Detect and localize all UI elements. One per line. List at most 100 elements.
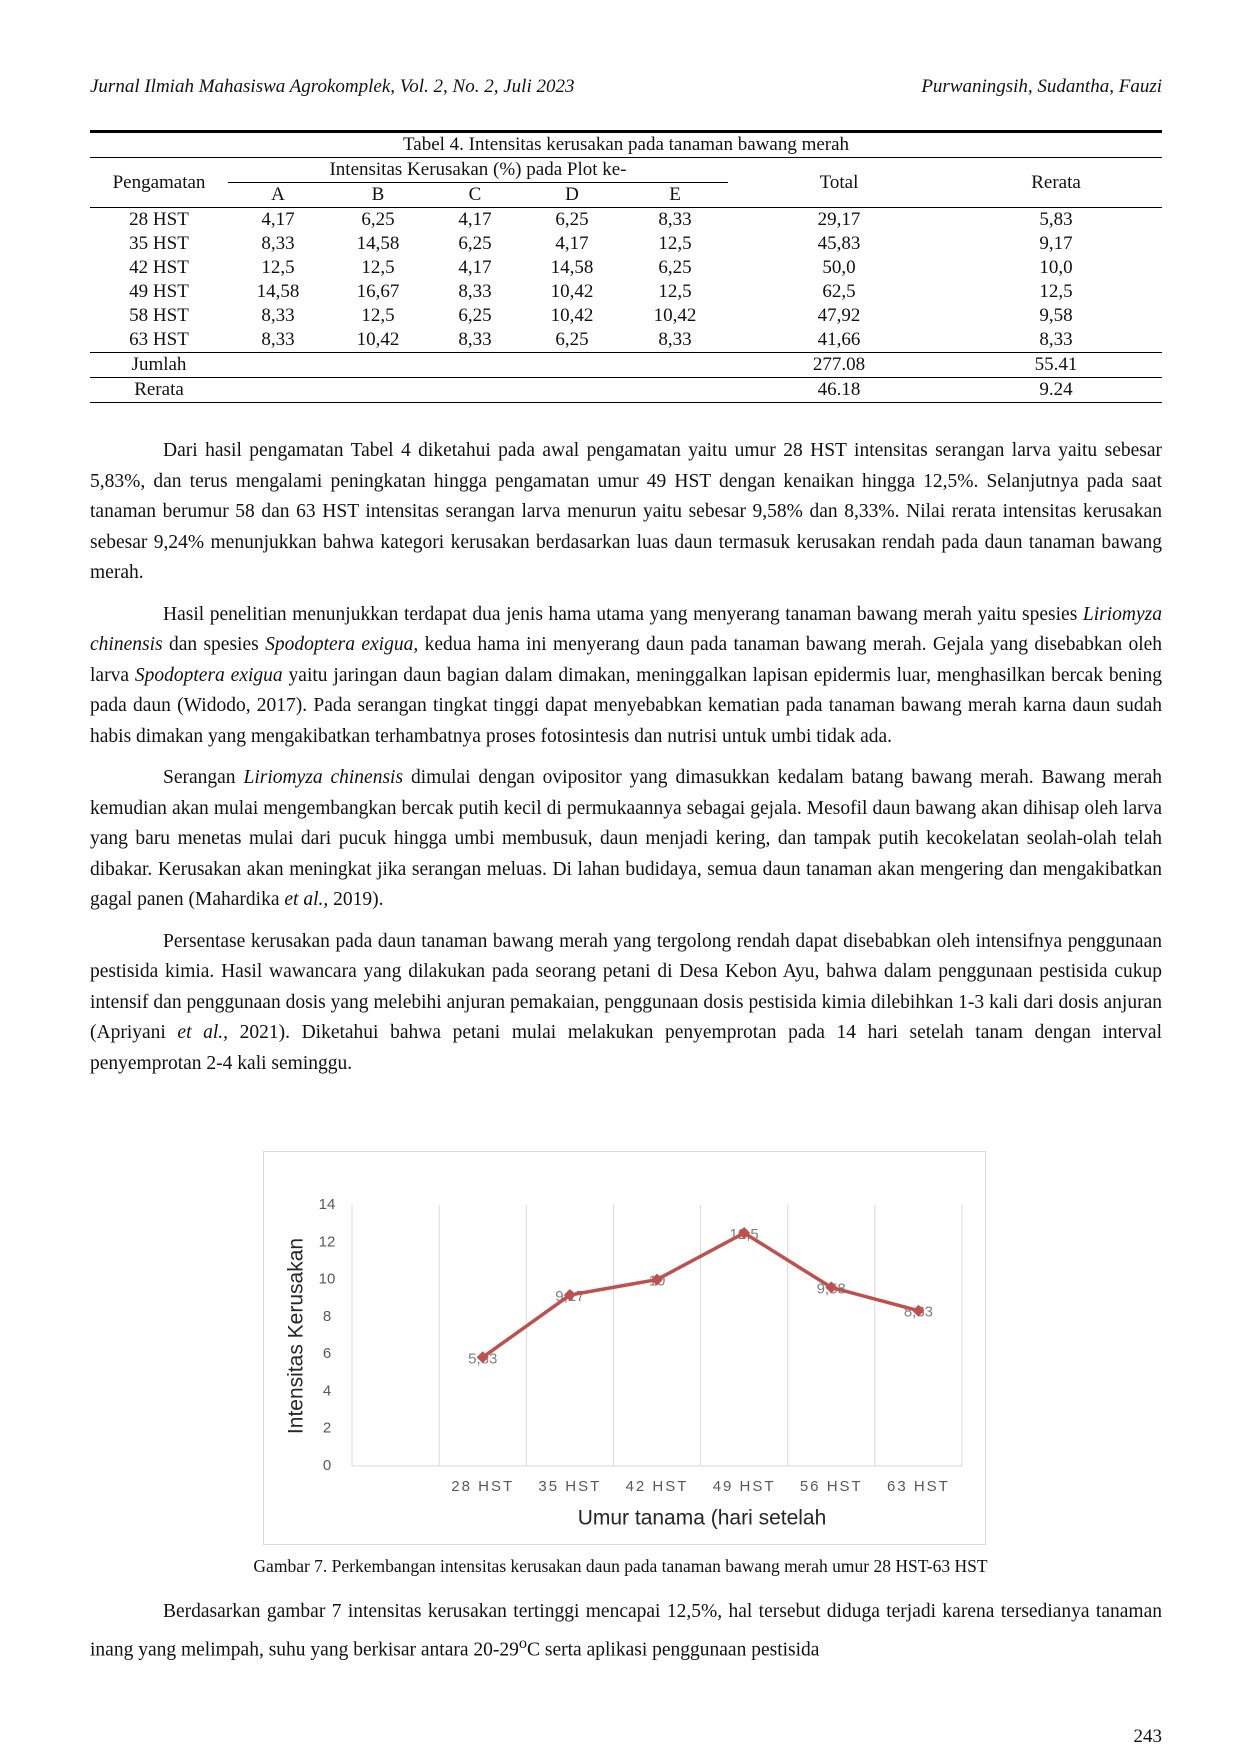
table-cell: 42 HST (129, 257, 189, 278)
table-cell: 45,83 (817, 233, 861, 254)
table-cell: 6,25 (458, 305, 492, 326)
text-run: dan spesies (162, 634, 266, 655)
table-cell: 9,17 (1039, 233, 1073, 254)
table-cell: 4,17 (555, 233, 589, 254)
header-cell: B (328, 182, 428, 208)
text-run: kedua hama ini menyerang daun pada tanam… (90, 634, 1163, 686)
table-cell: 12,5 (658, 281, 692, 302)
table-cell: 12,5 (261, 257, 295, 278)
y-tick-label: 2 (323, 1420, 331, 1437)
data-marker (825, 1281, 838, 1294)
table-cell: 9,58 (1039, 305, 1073, 326)
table-cell: 8,33 (428, 328, 522, 353)
table-cell: 49 HST (129, 281, 189, 302)
table-cell (228, 377, 728, 403)
table-cell: 4,17 (261, 209, 295, 230)
table-cell: 58 HST (129, 305, 189, 326)
table-row: 58 HST 8,33 12,5 6,25 10,42 10,42 47,92 9,58 (90, 304, 1162, 328)
y-tick-label: 0 (323, 1457, 331, 1474)
y-tick-label: 10 (319, 1271, 336, 1288)
table-row: 28 HST 4,17 6,25 4,17 6,25 8,33 29,17 5,83 (90, 208, 1162, 233)
header-cell: Intensitas Kerusakan (%) pada Plot ke- (228, 157, 728, 183)
table-cell: 41,66 (728, 328, 950, 353)
table-cell (228, 352, 728, 378)
table-cell: 12,5 (658, 233, 692, 254)
paragraph: Hasil penelitian menunjukkan terdapat du… (90, 600, 1162, 753)
table-cell: 14,58 (356, 233, 400, 254)
table-cell: 14,58 (256, 281, 300, 302)
paragraph: Serangan Liriomyza chinensis dimulai den… (90, 763, 1162, 916)
table-cell: 28 HST (129, 209, 189, 230)
table-cell: 14,58 (550, 257, 594, 278)
body-text: Dari hasil pengamatan Tabel 4 diketahui … (90, 436, 1162, 1090)
table-cell: 47,92 (817, 305, 861, 326)
table-cell: 8,33 (261, 305, 295, 326)
y-tick-label: 8 (323, 1308, 331, 1325)
y-tick-label: 12 (319, 1233, 336, 1250)
text-run: yaitu jaringan daun bagian dalam dimakan… (90, 664, 1162, 747)
table-cell: 10,0 (1039, 257, 1073, 278)
table-row: 49 HST 14,58 16,67 8,33 10,42 12,5 62,5 12,5 (90, 280, 1162, 304)
x-tick-label: 42 HST (626, 1478, 689, 1495)
table-cell: 8,33 (950, 328, 1163, 353)
text-run: Hasil penelitian menunjukkan terdapat du… (163, 603, 1083, 625)
data-marker (476, 1351, 489, 1364)
table-cell: 6,25 (361, 209, 395, 230)
table-cell: 46.18 (728, 377, 950, 403)
table-cell: 63 HST (90, 328, 228, 353)
table-cell: 6,25 (458, 233, 492, 254)
table-cell: 8,33 (228, 328, 328, 353)
authors-header: Purwaningsih, Sudantha, Fauzi (921, 76, 1162, 97)
header-cell: A (228, 182, 328, 208)
text-run: Serangan (163, 767, 244, 788)
text-run: dimulai dengan ovipositor yang dimasukka… (90, 767, 1163, 910)
paragraph: Persentase kerusakan pada daun tanaman b… (90, 927, 1162, 1080)
text-run: 2019). (328, 889, 384, 910)
x-tick-label: 35 HST (538, 1478, 601, 1495)
table-cell: 8,33 (261, 233, 295, 254)
table-cell: 5,83 (1039, 209, 1073, 230)
x-tick-label: 63 HST (887, 1478, 950, 1495)
table-cell: 10,42 (550, 305, 594, 326)
table-cell: Jumlah (90, 352, 228, 378)
header-cell: Total (728, 157, 950, 208)
journal-header: Jurnal Ilmiah Mahasiswa Agrokomplek, Vol… (90, 76, 575, 97)
data-marker (651, 1273, 663, 1286)
header-cell: E (622, 182, 728, 208)
page-number: 243 (1133, 1726, 1163, 1747)
table-row: 35 HST 8,33 14,58 6,25 4,17 12,5 45,83 9,17 (90, 232, 1162, 256)
italic-text: Spodoptera exigua, (265, 634, 419, 655)
italic-text: et al., (177, 1022, 229, 1043)
table-cell: 16,67 (356, 281, 400, 302)
y-tick-label: 4 (323, 1382, 331, 1399)
table-cell: 50,0 (822, 257, 856, 278)
table-cell: 8,33 (622, 328, 728, 353)
table-cell: 12,5 (361, 305, 395, 326)
table-cell: 4,17 (458, 209, 492, 230)
x-tick-label: 28 HST (451, 1478, 514, 1495)
x-axis-label: Umur tanama (hari setelah (578, 1507, 827, 1530)
paragraph: Berdasarkan gambar 7 intensitas kerusaka… (90, 1597, 1162, 1666)
table-cell: 62,5 (822, 281, 856, 302)
header-cell: D (522, 182, 622, 208)
y-tick-label: 6 (323, 1345, 331, 1362)
header-cell: C (428, 182, 522, 208)
table-cell: 12,5 (361, 257, 395, 278)
x-tick-label: 56 HST (800, 1478, 863, 1495)
italic-text: Liriomyza chinensis (243, 767, 404, 788)
header-cell: Rerata (950, 157, 1163, 208)
summary-row: Rerata 46.18 9.24 (90, 377, 1163, 403)
table-cell: 10,42 (550, 281, 594, 302)
x-tick-label: 49 HST (713, 1478, 776, 1495)
data-marker (912, 1304, 925, 1317)
table-cell: 55.41 (950, 352, 1163, 378)
table-cell: 10,42 (328, 328, 428, 353)
text-run: Dari hasil pengamatan Tabel 4 diketahui … (90, 440, 1162, 583)
table-row: 42 HST 12,5 12,5 4,17 14,58 6,25 50,0 10,0 (90, 256, 1162, 280)
header-row: Pengamatan Intensitas Kerusakan (%) pada … (90, 157, 1163, 208)
y-axis-label: Intensitas Kerusakan (285, 1238, 308, 1434)
text-run: Berdasarkan gambar 7 intensitas kerusaka… (90, 1601, 1162, 1660)
table-cell: 12,5 (1039, 281, 1073, 302)
